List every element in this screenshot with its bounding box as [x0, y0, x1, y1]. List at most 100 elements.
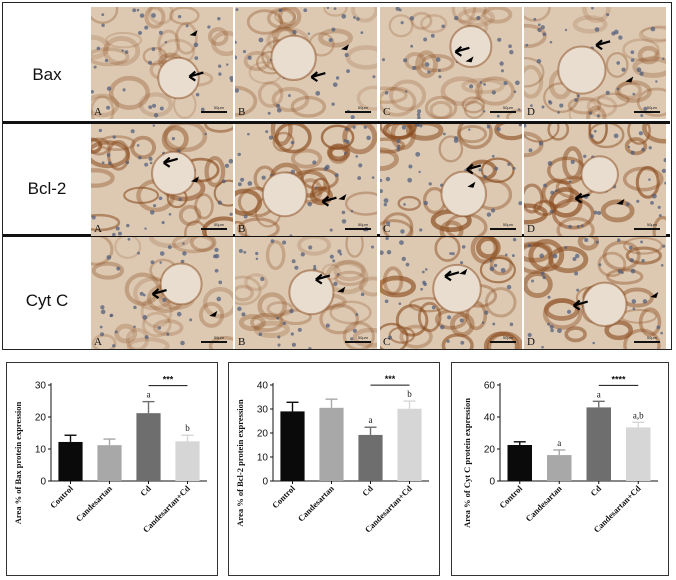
significance-letter: b: [185, 423, 190, 433]
scale-text: 50µm: [646, 105, 657, 110]
micrograph-tile: D 50µm: [524, 237, 666, 349]
arrowhead-marker: [625, 76, 634, 83]
significance-letter: a: [147, 390, 151, 400]
arrowhead-marker: [189, 30, 198, 37]
micrograph-tile: B 50µm: [235, 7, 377, 119]
glomerulus: [159, 262, 203, 306]
bar: [280, 411, 305, 481]
bcl2-chart: Area % of Bcl-2 protein expression 0 10 20 3…: [235, 374, 429, 535]
bar: [507, 445, 532, 481]
bar: [397, 408, 422, 481]
tissue-texture: [91, 7, 233, 119]
micrograph-panel: Bax Bcl-2 Cyt C A 50µm B 50µm C 50µm D 50µm A 50µ…: [2, 2, 672, 350]
cytc-chart: Area % of Cyt C protein expression 0 20 40 6…: [462, 374, 658, 535]
tissue-texture: [91, 124, 233, 236]
micrograph-tile: A 50µm: [91, 124, 233, 236]
y-tick-label: 0: [40, 477, 46, 488]
y-tick-label: 60: [484, 381, 496, 392]
tissue-texture: [91, 237, 233, 349]
x-tick-label: Control: [48, 483, 75, 510]
scale-text: 50µm: [502, 105, 513, 110]
arrow-marker: [315, 273, 331, 285]
panel-letter: D: [527, 223, 535, 235]
tissue-texture: [380, 237, 522, 349]
scale-bar: [201, 228, 227, 230]
row-label-bax: Bax: [32, 65, 62, 84]
tissue-texture: [235, 7, 377, 119]
arrowhead-marker: [467, 181, 476, 188]
x-tick-label: Cd: [360, 483, 375, 498]
panel-letter: B: [238, 106, 246, 118]
scale-text: 50µm: [357, 105, 368, 110]
bar: [175, 441, 200, 481]
significance-stars: ***: [163, 375, 174, 385]
arrowhead-marker: [341, 44, 350, 51]
bar: [626, 427, 651, 481]
tissue-texture: [524, 7, 666, 119]
bar: [136, 413, 161, 481]
arrowhead-marker: [465, 56, 474, 63]
glomerulus: [557, 45, 607, 95]
micrograph-tile: C 50µm: [380, 124, 522, 236]
scale-text: 50µm: [213, 105, 224, 110]
scale-bar: [201, 341, 227, 343]
glomerulus: [261, 171, 308, 218]
panel-letter: C: [383, 336, 391, 348]
arrow-marker: [310, 71, 326, 83]
y-tick-label: 10: [35, 445, 47, 456]
bcl2-chart-panel: Area % of Bcl-2 protein expression 0 10 20 3…: [228, 362, 440, 576]
scale-bar: [634, 111, 660, 113]
y-tick-label: 40: [484, 413, 496, 424]
glomerulus: [157, 56, 200, 100]
bar: [97, 445, 122, 481]
bax-chart: Area % of Bax protein expression 0 10 20 30 C…: [13, 375, 207, 535]
micrograph-tile: B 50µm: [235, 124, 377, 236]
arrowhead-marker: [459, 268, 468, 275]
micrograph-tile: A 50µm: [91, 7, 233, 119]
significance-letter: b: [407, 389, 412, 399]
y-tick-label: 0: [489, 477, 495, 488]
y-axis-label: Area % of Bax protein expression: [13, 401, 23, 524]
arrow-marker: [574, 192, 590, 204]
row-divider: [3, 121, 670, 124]
bar: [586, 407, 611, 481]
arrowhead-marker: [337, 286, 346, 293]
tissue-texture: [235, 237, 377, 349]
scale-bar: [634, 228, 660, 230]
arrow-marker: [151, 288, 167, 299]
panel-letter: A: [94, 336, 102, 348]
tissue-texture: [524, 124, 666, 236]
y-tick-label: 40: [257, 381, 269, 392]
arrowhead-marker: [209, 310, 218, 317]
significance-letter: a: [369, 415, 373, 425]
panel-letter: A: [94, 106, 102, 118]
x-tick-label: Control: [270, 483, 297, 510]
row-label-cytc: Cyt C: [25, 291, 69, 310]
micrograph-tile: C 50µm: [380, 237, 522, 349]
glomerulus: [150, 150, 197, 196]
scale-text: 50µm: [646, 222, 657, 227]
panel-letter: C: [383, 106, 391, 118]
arrow-marker: [188, 70, 204, 82]
glomerulus: [440, 170, 488, 218]
arrow-marker: [466, 163, 482, 175]
x-tick-label: Candesartan: [74, 483, 114, 523]
arrow-marker: [454, 45, 470, 57]
arrow-marker: [321, 195, 337, 207]
scale-bar: [490, 341, 516, 343]
panel-letter: B: [238, 223, 246, 235]
glomerulus: [288, 269, 335, 316]
micrograph-tile: D 50µm: [524, 7, 666, 119]
y-tick-label: 20: [484, 445, 496, 456]
scale-text: 50µm: [213, 335, 224, 340]
significance-stars: ****: [611, 374, 626, 384]
arrowhead-marker: [338, 194, 347, 201]
y-axis-label: Area % of Bcl-2 protein expression: [235, 399, 245, 527]
bax-chart-panel: Area % of Bax protein expression 0 10 20 30 C…: [6, 362, 218, 576]
arrow-marker: [595, 39, 611, 51]
y-tick-label: 20: [35, 413, 47, 424]
micrograph-tile: A 50µm: [91, 237, 233, 349]
y-tick-label: 30: [257, 405, 269, 416]
significance-letter: a: [597, 389, 601, 399]
scale-text: 50µm: [357, 335, 368, 340]
